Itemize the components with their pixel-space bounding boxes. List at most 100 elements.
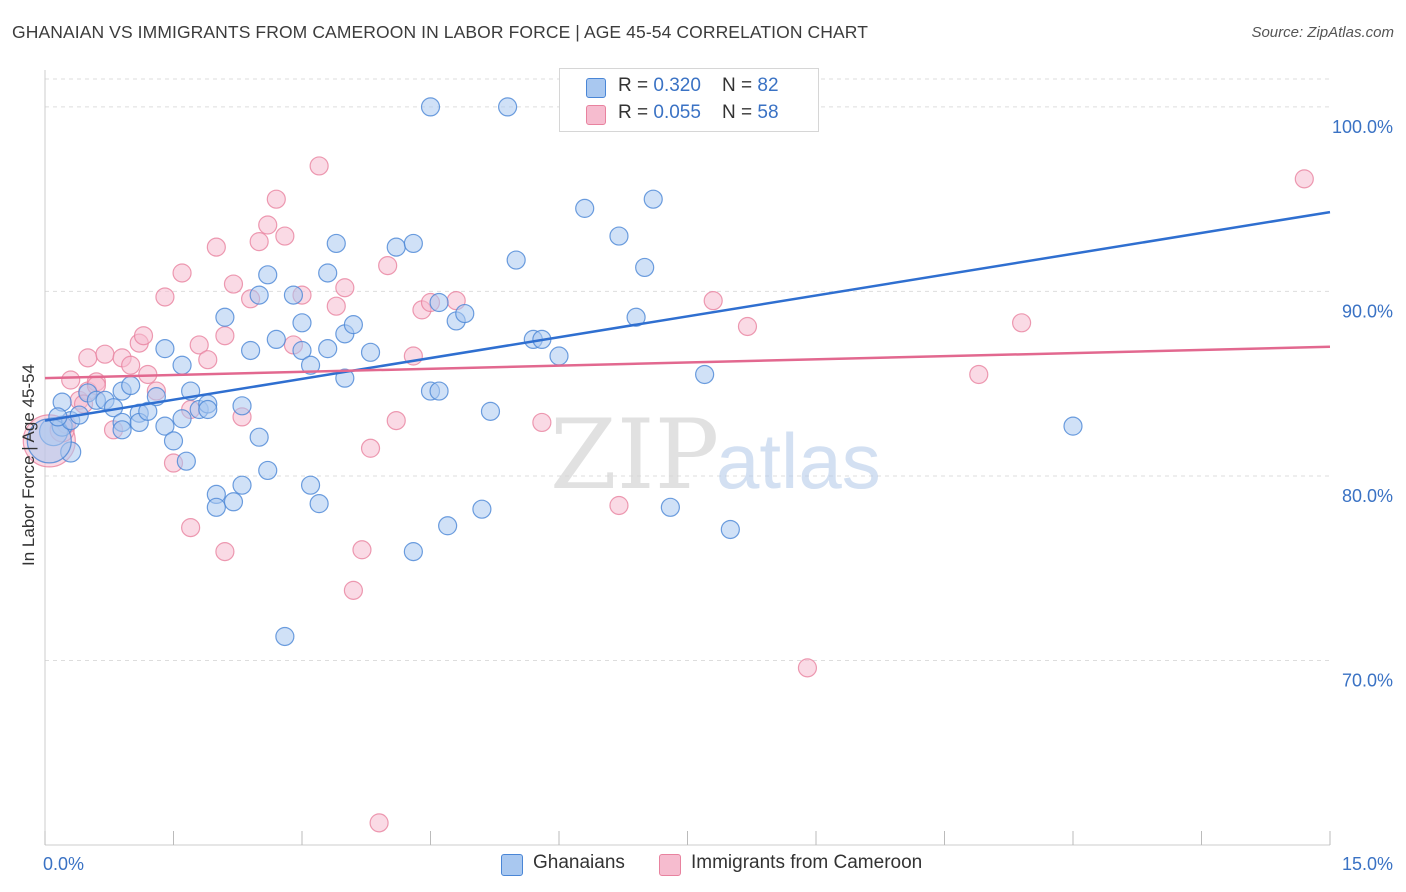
ghanaian-point	[429, 381, 449, 401]
y-tick-labels: 70.0% 80.0% 90.0% 100.0%	[1332, 117, 1393, 691]
grid-lines	[45, 78, 1330, 661]
ghanaian-point	[455, 303, 475, 324]
ghanaian-point	[176, 451, 196, 471]
n-label: N =	[722, 102, 758, 123]
x-tick-label: 0.0%	[43, 854, 84, 874]
ghanaian-trend-line	[44, 210, 1331, 422]
r-label: R =	[618, 75, 654, 96]
cameroon-point	[797, 658, 818, 678]
series-swatch-ghanaians	[501, 854, 523, 876]
ghanaian-point	[223, 492, 244, 512]
cameroon-trend-line	[44, 345, 1331, 380]
n-value: 82	[757, 75, 779, 96]
cameroon-point	[532, 412, 552, 433]
cameroon-point	[133, 326, 154, 346]
cameroon-point	[378, 255, 398, 276]
cameroon-point	[206, 237, 226, 257]
ghanaian-point	[318, 263, 338, 283]
cameroon-point	[258, 215, 278, 235]
r-value: 0.055	[653, 102, 701, 123]
ghanaian-point	[360, 342, 381, 362]
ghanaian-point	[480, 401, 501, 421]
legend-swatch-cameroon	[586, 105, 606, 125]
ghanaian-point	[318, 339, 338, 359]
ghanaian-point	[206, 497, 226, 517]
r-value: 0.320	[653, 75, 701, 96]
ghanaian-point	[660, 497, 680, 517]
ghanaian-point	[249, 427, 269, 447]
watermark: ZIP atlas	[550, 399, 881, 511]
r-label: R =	[618, 102, 654, 123]
series-label-ghanaians: Ghanaians	[533, 852, 625, 873]
ghanaian-point	[232, 475, 252, 495]
cameroon-point	[215, 326, 235, 346]
legend-stats-cameroon: R = 0.055 N = 58	[618, 102, 779, 124]
ghanaian-point	[138, 401, 158, 421]
ghanaian-point	[258, 265, 278, 285]
series-legend: Ghanaians Immigrants from Cameroon	[0, 852, 1406, 878]
cameroon-point	[215, 542, 235, 562]
cameroon-point	[266, 189, 286, 209]
cameroon-point	[223, 274, 244, 294]
cameroon-point	[189, 335, 209, 355]
legend-stats-ghanaians: R = 0.320 N = 82	[618, 75, 779, 97]
ghanaian-point	[326, 233, 346, 254]
ghanaian-point	[403, 233, 423, 254]
ghanaian-point	[163, 431, 184, 451]
ghanaian-point	[215, 307, 235, 327]
chart-title: GHANAIAN VS IMMIGRANTS FROM CAMEROON IN …	[12, 22, 869, 42]
cameroon-point	[155, 287, 175, 307]
cameroon-point	[309, 156, 329, 176]
ghanaian-point	[198, 399, 218, 420]
n-value: 58	[757, 102, 779, 123]
ghanaian-point	[635, 257, 655, 278]
cameroon-point	[121, 355, 141, 375]
trend-lines	[44, 210, 1331, 422]
cameroon-point	[61, 370, 81, 390]
cameroon-point	[609, 495, 629, 516]
legend-swatch-ghanaians	[586, 78, 606, 98]
n-label: N =	[722, 75, 758, 96]
watermark-atlas: atlas	[716, 417, 881, 505]
ghanaian-point	[266, 329, 286, 350]
chart-source: Source: ZipAtlas.com	[1251, 24, 1394, 41]
cameroon-point	[181, 518, 201, 538]
cameroon-point	[360, 438, 381, 458]
cameroon-point	[326, 296, 346, 316]
cameroon-point	[703, 291, 723, 311]
ghanaian-point	[343, 315, 363, 335]
ghanaian-point	[549, 346, 569, 366]
ghanaian-point	[283, 285, 304, 305]
correlation-legend: R = 0.320 N = 82 R = 0.055 N = 58	[559, 68, 819, 132]
y-axis-label: In Labor Force | Age 45-54	[19, 364, 38, 566]
cameroon-point	[95, 344, 115, 364]
cameroon-point	[172, 263, 192, 283]
x-tick-label: 15.0%	[1342, 854, 1393, 874]
ghanaian-point	[155, 339, 175, 359]
cameroon-point	[386, 410, 406, 431]
y-tick-label: 90.0%	[1342, 301, 1393, 321]
ghanaian-point	[275, 626, 295, 647]
cameroon-point	[249, 232, 269, 252]
ghanaian-point	[292, 340, 312, 361]
cameroon-point	[352, 540, 372, 560]
ghanaian-point	[121, 375, 141, 396]
ghanaian-point	[258, 460, 278, 481]
ghanaian-point	[609, 226, 629, 246]
cameroon-point	[369, 813, 389, 833]
ghanaian-point	[429, 292, 449, 313]
x-tick-labels: 0.0% 15.0%	[43, 854, 1393, 874]
ghanaian-point	[720, 519, 740, 540]
ghanaian-point	[309, 494, 329, 514]
cameroon-point	[1011, 313, 1032, 333]
cameroon-point	[343, 580, 363, 600]
ghanaian-point	[300, 475, 321, 495]
ghanaian-point	[498, 97, 518, 117]
ghanaian-point	[1063, 416, 1083, 436]
y-tick-label: 70.0%	[1342, 670, 1393, 690]
ghanaian-point	[626, 307, 646, 327]
ghanaian-point	[155, 416, 175, 436]
cameroon-point	[737, 316, 758, 337]
ghanaian-point	[403, 542, 423, 562]
